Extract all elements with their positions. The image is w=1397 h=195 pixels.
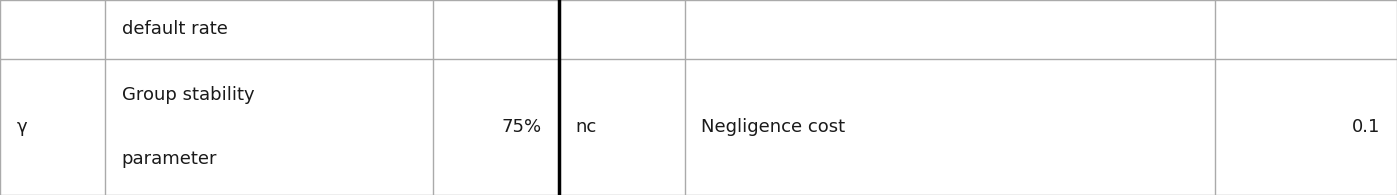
Text: Group stability

parameter: Group stability parameter [122,86,254,168]
Text: nc: nc [576,118,597,136]
Text: γ: γ [17,118,28,136]
Text: default rate: default rate [122,20,228,38]
Text: 75%: 75% [502,118,542,136]
Text: Negligence cost: Negligence cost [701,118,845,136]
Text: 0.1: 0.1 [1352,118,1380,136]
